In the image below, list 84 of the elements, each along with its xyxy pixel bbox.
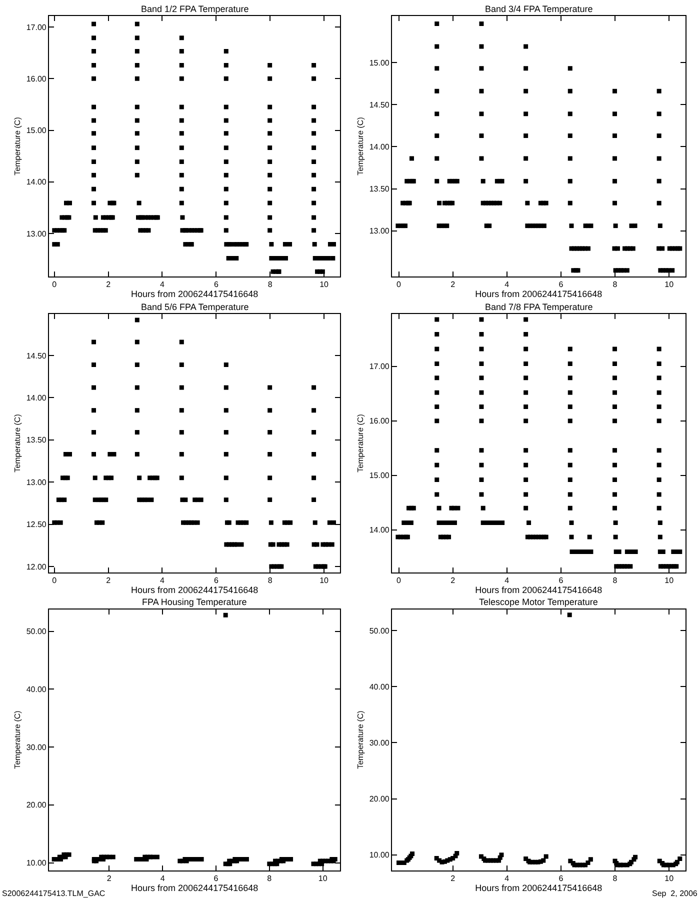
y-tick-label: 50.00 (369, 626, 390, 636)
y-tick-label: 30.00 (369, 738, 390, 748)
y-tick-label: 17.00 (26, 22, 47, 32)
x-axis-title: Hours from 2006244175416648 (475, 585, 602, 595)
chart-title: Band 1/2 FPA Temperature (141, 4, 249, 14)
y-tick-label: 14.00 (369, 142, 390, 152)
x-tick-label: 8 (268, 280, 273, 289)
x-tick-label: 2 (450, 280, 456, 289)
y-axis-title: Temperature (C) (356, 116, 366, 176)
y-tick-label: 30.00 (26, 742, 47, 752)
y-tick-label: 50.00 (26, 627, 47, 636)
x-tick-label: 2 (450, 576, 456, 585)
x-tick-label: 10 (320, 280, 330, 289)
x-tick-label: 0 (52, 280, 58, 289)
x-tick-label: 6 (558, 280, 564, 289)
x-tick-label: 4 (504, 280, 510, 289)
x-tick-label: 4 (504, 874, 510, 883)
y-tick-label: 12.50 (26, 520, 47, 530)
x-tick-label: 8 (612, 280, 618, 289)
text: Sep 2, 2006 (652, 889, 698, 898)
x-tick-label: 10 (664, 280, 674, 289)
chart-title: Band 5/6 FPA Temperature (141, 302, 249, 312)
x-tick-label: 8 (612, 576, 618, 585)
y-tick-label: 13.00 (369, 226, 390, 236)
x-tick-label: 0 (396, 280, 402, 289)
y-tick-label: 17.00 (369, 362, 390, 372)
y-axis-title: Temperature (C) (356, 414, 366, 472)
x-tick-label: 6 (214, 280, 219, 289)
x-tick-label: 2 (106, 280, 112, 289)
chart-title: FPA Housing Temperature (142, 597, 247, 607)
y-tick-label: 14.00 (26, 393, 47, 402)
y-tick-label: 14.50 (369, 100, 390, 110)
x-axis-title: Hours from 2006244175416648 (131, 882, 258, 893)
y-tick-label: 10.00 (26, 858, 47, 868)
y-tick-label: 40.00 (369, 682, 390, 692)
x-tick-label: 10 (664, 576, 674, 585)
text: S2006244175413.TLM_GAC (2, 889, 106, 898)
y-tick-label: 13.00 (26, 229, 47, 238)
x-tick-label: 2 (106, 874, 112, 883)
y-tick-label: 40.00 (26, 684, 47, 694)
x-tick-label: 4 (504, 576, 510, 585)
y-tick-label: 14.50 (26, 351, 47, 360)
y-axis-title: Temperature (C) (13, 116, 22, 176)
x-tick-label: 6 (214, 576, 219, 585)
y-tick-label: 20.00 (369, 794, 390, 804)
x-tick-label: 8 (612, 874, 618, 883)
x-tick-label: 10 (318, 874, 328, 883)
chart-title: Telescope Motor Temperature (479, 597, 598, 607)
y-tick-label: 15.00 (26, 126, 47, 136)
y-tick-label: 14.00 (26, 178, 47, 187)
x-tick-label: 0 (396, 576, 402, 585)
y-axis-title: Temperature (C) (13, 710, 22, 769)
y-tick-label: 13.50 (369, 184, 390, 194)
x-tick-label: 6 (214, 874, 219, 883)
x-tick-label: 4 (160, 874, 166, 883)
x-tick-label: 10 (664, 874, 674, 883)
y-axis-title: Temperature (C) (356, 710, 366, 769)
y-tick-label: 15.00 (369, 58, 390, 68)
x-tick-label: 8 (268, 576, 273, 585)
x-tick-label: 8 (267, 874, 272, 883)
x-tick-label: 6 (558, 576, 564, 585)
y-tick-label: 10.00 (369, 850, 390, 860)
y-tick-label: 16.00 (26, 74, 47, 84)
x-tick-label: 2 (450, 874, 456, 883)
y-tick-label: 13.50 (26, 436, 47, 445)
chart-title: Band 7/8 FPA Temperature (485, 302, 593, 312)
x-tick-label: 6 (558, 874, 564, 883)
x-tick-label: 4 (160, 576, 166, 585)
x-tick-label: 4 (160, 280, 166, 289)
chart-title: Band 3/4 FPA Temperature (485, 4, 593, 14)
y-tick-label: 14.00 (369, 526, 390, 535)
y-tick-label: 16.00 (369, 416, 390, 426)
x-tick-label: 2 (106, 576, 112, 585)
x-axis-title: Hours from 2006244175416648 (475, 882, 602, 893)
x-axis-title: Hours from 2006244175416648 (131, 288, 258, 299)
x-axis-title: Hours from 2006244175416648 (475, 288, 602, 299)
y-axis-title: Temperature (C) (13, 414, 22, 472)
x-tick-label: 0 (52, 576, 58, 585)
y-tick-label: 12.00 (26, 562, 47, 572)
x-axis-title: Hours from 2006244175416648 (131, 585, 258, 595)
x-tick-label: 10 (320, 576, 330, 585)
y-tick-label: 13.00 (26, 478, 47, 487)
y-tick-label: 15.00 (369, 471, 390, 480)
y-tick-label: 20.00 (26, 800, 47, 810)
